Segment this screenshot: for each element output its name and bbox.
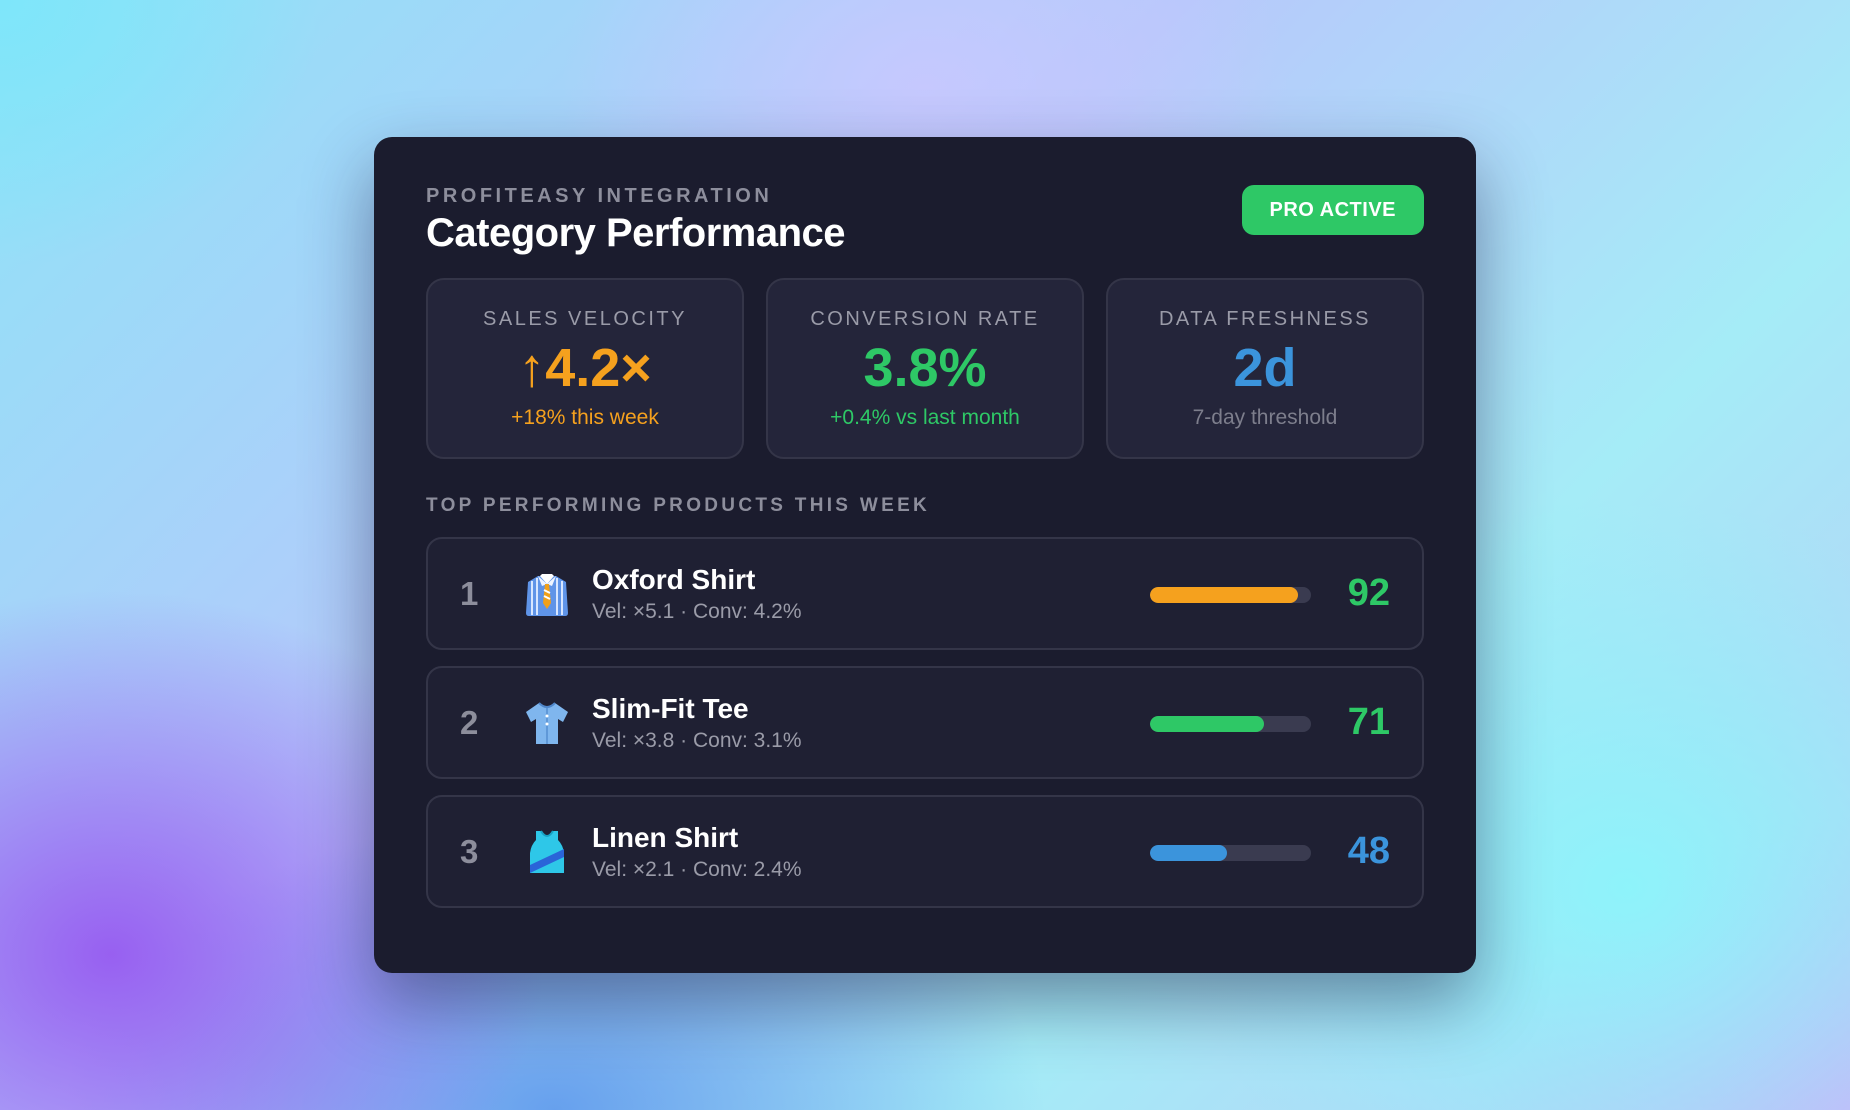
kpi-conversion-rate: CONVERSION RATE 3.8% +0.4% vs last month — [766, 278, 1084, 459]
section-title: TOP PERFORMING PRODUCTS THIS WEEK — [426, 495, 931, 516]
kpi-subtext: +18% this week — [511, 406, 659, 429]
kpi-label: CONVERSION RATE — [810, 308, 1040, 330]
product-meta: Vel: ×2.1 · Conv: 2.4% — [592, 858, 802, 881]
product-meta: Vel: ×3.8 · Conv: 3.1% — [592, 729, 802, 752]
tank-top-icon — [530, 830, 564, 873]
integration-eyebrow: PROFITEASY INTEGRATION — [426, 185, 773, 207]
score-bar-fill — [1150, 845, 1228, 861]
kpi-value: ↑4.2× — [518, 338, 652, 398]
product-name: Oxford Shirt — [592, 564, 756, 595]
product-list: 1 Oxford Shirt Vel: ×5.1 · Conv: 4.2% 92… — [426, 537, 1424, 908]
product-rank: 1 — [460, 575, 479, 612]
product-score: 71 — [1347, 701, 1390, 743]
product-meta: Vel: ×5.1 · Conv: 4.2% — [592, 600, 802, 623]
score-bar-fill — [1150, 716, 1265, 732]
kpi-subtext: +0.4% vs last month — [830, 406, 1020, 429]
card-header: PROFITEASY INTEGRATION Category Performa… — [426, 185, 1424, 265]
score-bar-track — [1150, 845, 1311, 861]
pro-active-badge: PRO ACTIVE — [1241, 185, 1424, 235]
page-title: Category Performance — [426, 211, 846, 255]
kpi-sales-velocity: SALES VELOCITY ↑4.2× +18% this week — [426, 278, 744, 459]
score-bar-track — [1150, 587, 1311, 603]
product-rank: 2 — [460, 704, 479, 741]
kpi-label: DATA FRESHNESS — [1158, 308, 1372, 330]
score-bar-fill — [1150, 587, 1299, 603]
product-row[interactable]: 1 Oxford Shirt Vel: ×5.1 · Conv: 4.2% 92 — [426, 537, 1424, 650]
kpi-row: SALES VELOCITY ↑4.2× +18% this week CONV… — [426, 278, 1424, 459]
category-performance-card: PROFITEASY INTEGRATION Category Performa… — [374, 137, 1476, 973]
product-name: Linen Shirt — [592, 822, 739, 853]
kpi-value: 3.8% — [863, 338, 987, 398]
product-row[interactable]: 2 Slim-Fit Tee Vel: ×3.8 · Conv: 3.1% 71 — [426, 666, 1424, 779]
kpi-subtext: 7-day threshold — [1192, 406, 1338, 429]
product-score: 92 — [1347, 572, 1390, 614]
kpi-label: SALES VELOCITY — [483, 308, 687, 330]
kpi-value: 2d — [1233, 338, 1297, 398]
product-row[interactable]: 3 Linen Shirt Vel: ×2.1 · Conv: 2.4% 48 — [426, 795, 1424, 908]
product-score: 48 — [1347, 830, 1390, 872]
score-bar-track — [1150, 716, 1311, 732]
product-name: Slim-Fit Tee — [592, 693, 749, 724]
t-shirt-icon — [526, 702, 568, 744]
dress-shirt-icon — [526, 574, 568, 616]
product-rank: 3 — [460, 833, 479, 870]
kpi-data-freshness: DATA FRESHNESS 2d 7-day threshold — [1106, 278, 1424, 459]
